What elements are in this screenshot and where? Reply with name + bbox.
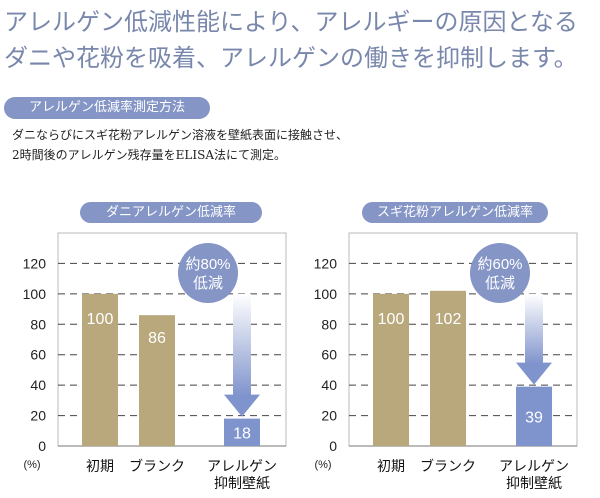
- reduction-arrow-head-icon: [224, 394, 260, 417]
- method-description-2: 2時間後のアレルゲン残存量をELISA法にて測定。: [12, 148, 286, 162]
- y-tick-label: 80: [30, 316, 46, 332]
- y-tick-label: 20: [321, 408, 337, 424]
- reduction-badge: [178, 243, 238, 303]
- y-tick-label: 0: [329, 438, 337, 454]
- y-tick-label: 40: [321, 377, 337, 393]
- x-category-label: 抑制壁紙: [214, 475, 270, 491]
- y-tick-label: 20: [30, 408, 46, 424]
- x-category-label: 抑制壁紙: [506, 475, 562, 491]
- bar-value-label: 39: [525, 409, 543, 426]
- bar-2: [430, 290, 466, 446]
- y-tick-label: 100: [23, 286, 47, 302]
- chart-1-title: ダニアレルゲン低減率: [80, 202, 262, 223]
- y-tick-label: 40: [30, 377, 46, 393]
- x-category-label: アレルゲン: [499, 458, 569, 474]
- x-category-label: 初期: [86, 458, 114, 474]
- bar-value-label: 100: [87, 311, 114, 328]
- bar-value-label: 100: [378, 311, 405, 328]
- bar-value-label: 18: [233, 425, 251, 442]
- y-tick-label: 100: [314, 286, 338, 302]
- reduction-badge-label: 約60%: [477, 256, 522, 273]
- method-title-badge: アレルゲン低減率測定方法: [4, 97, 210, 119]
- headline-line-1: アレルゲン低減性能により、アレルギーの原因となる: [4, 8, 578, 36]
- y-tick-label: 80: [321, 316, 337, 332]
- method-description-1: ダニならびにスギ花粉アレルゲン溶液を壁紙表面に接触させ、: [12, 128, 349, 142]
- x-category-label: ブランク: [129, 458, 185, 474]
- y-tick-label: 60: [321, 347, 337, 363]
- reduction-arrow-shaft: [525, 293, 543, 365]
- reduction-badge-label: 約80%: [185, 256, 230, 273]
- y-unit-label: (%): [314, 459, 331, 471]
- bar-3: [224, 418, 260, 446]
- y-tick-label: 60: [30, 347, 46, 363]
- y-tick-label: 0: [38, 438, 46, 454]
- x-category-label: ブランク: [420, 458, 476, 474]
- bar-value-label: 102: [435, 311, 462, 328]
- y-unit-label: (%): [23, 459, 40, 471]
- bar-value-label: 86: [148, 330, 166, 347]
- reduction-badge-label: 低減: [193, 275, 223, 292]
- bar-1: [82, 293, 118, 446]
- y-tick-label: 120: [23, 255, 47, 271]
- reduction-arrow-head-icon: [516, 362, 552, 385]
- x-category-label: アレルゲン: [207, 458, 277, 474]
- reduction-badge-label: 低減: [485, 275, 515, 292]
- headline-line-2: ダニや花粉を吸着、アレルゲンの働きを抑制します。: [4, 44, 578, 72]
- bar-3: [516, 386, 552, 446]
- reduction-arrow-shaft: [233, 293, 251, 397]
- reduction-badge: [470, 243, 530, 303]
- y-tick-label: 120: [314, 255, 338, 271]
- bar-1: [373, 293, 409, 446]
- bar-2: [139, 315, 175, 446]
- chart-2-title: スギ花粉アレルゲン低減率: [362, 202, 548, 223]
- x-category-label: 初期: [377, 458, 405, 474]
